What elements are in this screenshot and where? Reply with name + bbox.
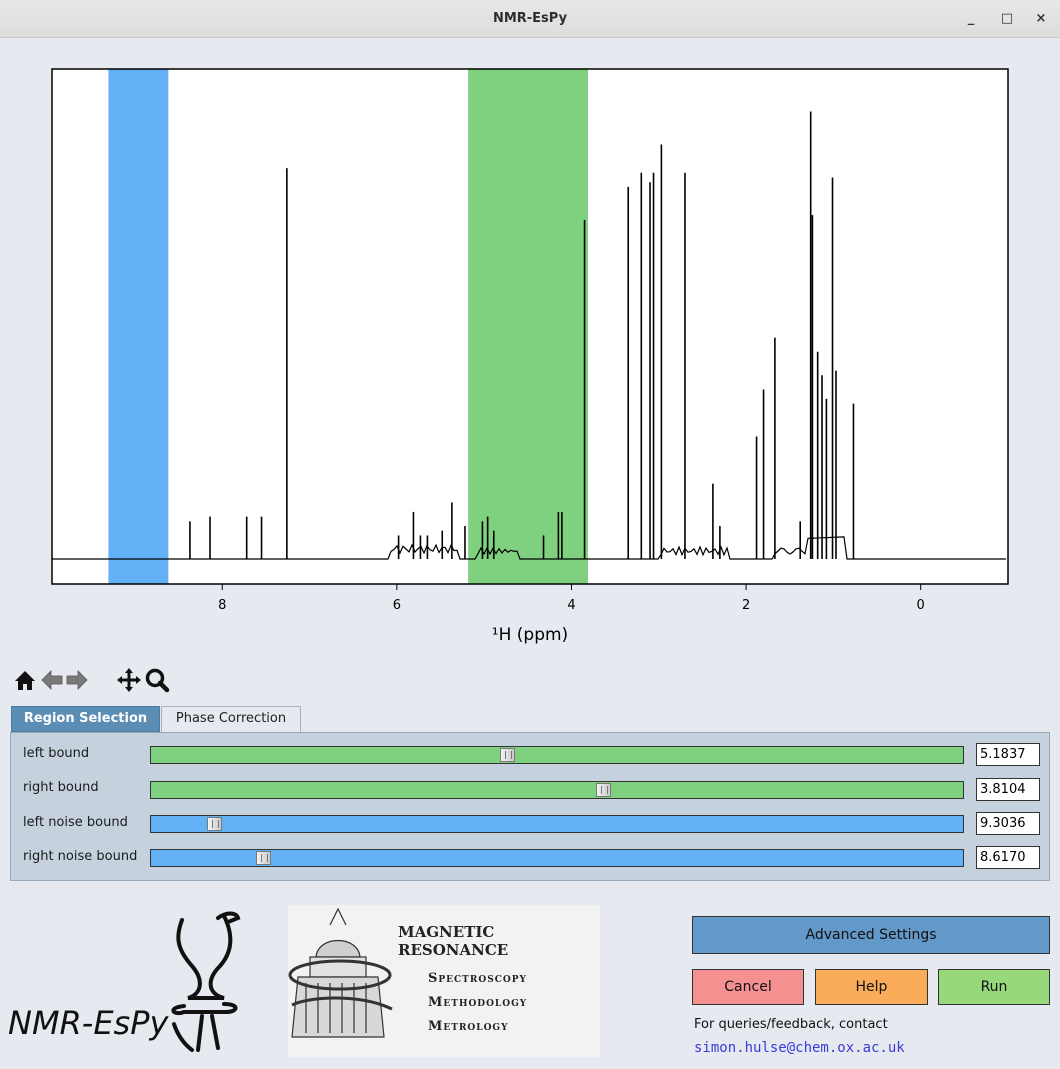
help-button[interactable]: Help [815, 969, 928, 1005]
right-bound-label: right bound [23, 780, 99, 795]
x-tick-label: 6 [393, 598, 401, 613]
left-noise-bound-slider-handle[interactable] [206, 817, 222, 831]
espy-logo-text: NMR-EsPy [8, 1004, 170, 1042]
zoom-icon[interactable] [144, 667, 170, 693]
cancel-button[interactable]: Cancel [692, 969, 804, 1005]
back-arrow-icon[interactable] [39, 667, 65, 693]
left-bound-slider-handle[interactable] [500, 748, 516, 762]
mr-line-methodology: Methodology [428, 995, 528, 1010]
spectrum-baseline [52, 536, 1006, 560]
left-noise-bound-label: left noise bound [23, 815, 128, 830]
right-bound-slider[interactable] [150, 781, 964, 799]
tab-phase-correction[interactable]: Phase Correction [161, 706, 301, 732]
left-noise-bound-input[interactable] [976, 812, 1040, 835]
x-tick-label: 8 [218, 598, 226, 613]
contact-text: For queries/feedback, contact [694, 1017, 888, 1032]
nmr-espy-logo: NMR-EsPy [6, 908, 246, 1060]
right-noise-bound-input[interactable] [976, 846, 1040, 869]
right-noise-bound-slider-handle[interactable] [256, 851, 272, 865]
right-noise-bound-label: right noise bound [23, 849, 138, 864]
right-noise-bound-slider[interactable] [150, 849, 964, 867]
left-bound-input[interactable] [976, 743, 1040, 766]
mr-title-text: MAGNETIC RESONANCE [398, 923, 509, 959]
plot-axes-frame [51, 68, 1009, 585]
maximize-button[interactable]: □ [1000, 11, 1014, 26]
x-axis-label: ¹H (ppm) [492, 625, 568, 645]
mr-line-metrology: Metrology [428, 1019, 509, 1034]
signal-region-band[interactable] [468, 69, 589, 584]
close-button[interactable]: × [1035, 11, 1047, 26]
radcliffe-camera-icon [288, 907, 393, 1038]
advanced-settings-button[interactable]: Advanced Settings [692, 916, 1050, 954]
tab-region-selection[interactable]: Region Selection [11, 706, 160, 732]
left-bound-slider[interactable] [150, 746, 964, 764]
noise-region-band[interactable] [108, 69, 169, 584]
minimize-button[interactable]: _ [967, 11, 975, 26]
region-selection-panel: left bound right bound left noise bound … [10, 732, 1050, 881]
spectrum-chart[interactable]: 8 6 4 2 0 ¹H (ppm) [0, 40, 1060, 655]
left-bound-label: left bound [23, 746, 90, 761]
right-bound-slider-handle[interactable] [595, 783, 611, 797]
mr-line-spectroscopy: Spectroscopy [428, 971, 527, 986]
x-tick-label: 0 [917, 598, 925, 613]
home-icon[interactable] [12, 667, 38, 693]
pan-icon[interactable] [116, 667, 142, 693]
right-bound-input[interactable] [976, 778, 1040, 801]
x-tick-label: 4 [567, 598, 575, 613]
contact-email-link[interactable]: simon.hulse@chem.ox.ac.uk [694, 1040, 905, 1056]
window-title: NMR-EsPy [492, 11, 568, 26]
run-button[interactable]: Run [938, 969, 1050, 1005]
flask-snake-icon [171, 911, 241, 1052]
forward-arrow-icon[interactable] [64, 667, 90, 693]
magnetic-resonance-logo: MAGNETIC RESONANCE Spectroscopy Methodol… [288, 905, 600, 1057]
title-bar: NMR-EsPy _ □ × [0, 0, 1060, 38]
x-tick-label: 2 [742, 598, 750, 613]
left-noise-bound-slider[interactable] [150, 815, 964, 833]
spectrum-plot-area[interactable]: 8 6 4 2 0 ¹H (ppm) [0, 40, 1060, 655]
